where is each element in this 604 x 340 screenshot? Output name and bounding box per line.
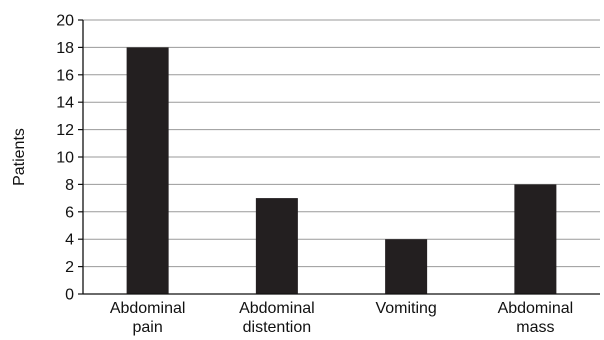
axes: [78, 19, 600, 295]
y-tick-label: 4: [65, 232, 74, 249]
category-label: Abdominal mass: [498, 300, 574, 336]
labels: 0 2 4 6 8 10 12 14 16 18 20 Abdominal pain Abdominal d…: [56, 13, 573, 337]
y-axis-label: Patients: [11, 128, 28, 186]
y-tick-label: 20: [56, 13, 74, 30]
category-label-line: mass: [516, 319, 554, 336]
y-tick-label: 2: [65, 259, 74, 276]
bar: [385, 239, 428, 294]
category-label: Vomiting: [375, 300, 436, 317]
category-label-line: Vomiting: [375, 300, 436, 317]
y-tick-label: 0: [65, 287, 74, 304]
y-tick-label: 6: [65, 204, 74, 221]
y-tick-label: 8: [65, 177, 74, 194]
y-tick-label: 14: [56, 95, 74, 112]
bar: [514, 184, 557, 294]
y-tick-label: 16: [56, 67, 74, 84]
y-tick-label: 12: [56, 122, 74, 139]
category-label-line: pain: [133, 319, 163, 336]
gridlines: [83, 19, 600, 268]
bars: [126, 47, 557, 295]
category-label-line: Abdominal: [110, 300, 186, 317]
category-label: Abdominal pain: [110, 300, 186, 336]
bar: [255, 198, 298, 294]
y-tick-label: 10: [56, 150, 74, 167]
category-label-line: Abdominal: [239, 300, 315, 317]
category-label-line: Abdominal: [498, 300, 574, 317]
y-tick-label: 18: [56, 40, 74, 57]
category-label-line: distention: [243, 319, 312, 336]
category-label: Abdominal distention: [239, 300, 315, 336]
bar: [126, 47, 169, 295]
